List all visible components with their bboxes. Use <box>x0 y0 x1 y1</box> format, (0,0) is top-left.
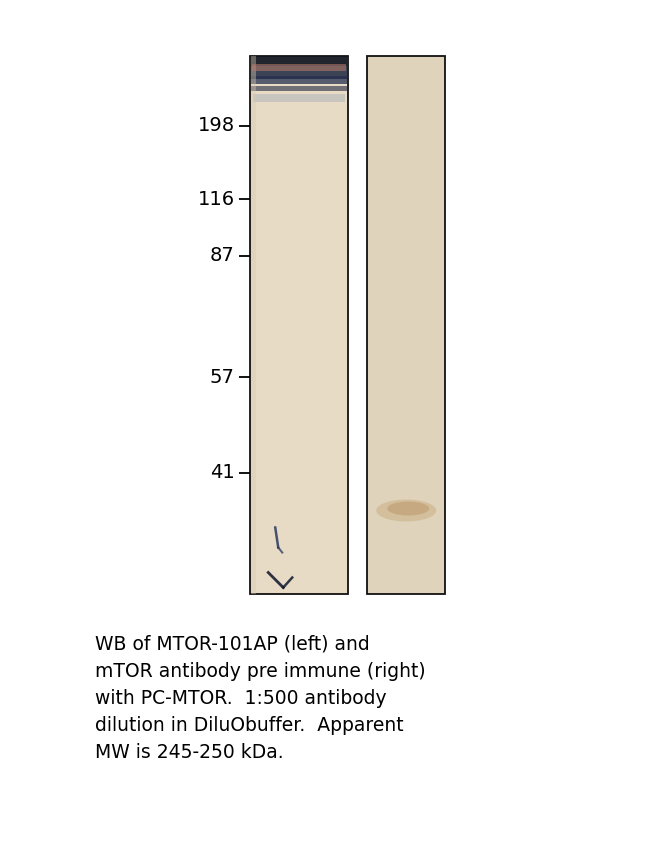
Text: MW is 245-250 kDa.: MW is 245-250 kDa. <box>95 743 283 762</box>
Bar <box>250 56 348 594</box>
Bar <box>254 95 344 102</box>
Text: dilution in DiluObuffer.  Apparent: dilution in DiluObuffer. Apparent <box>95 716 404 735</box>
Bar <box>252 87 346 91</box>
Bar <box>252 56 346 67</box>
Text: 41: 41 <box>210 463 235 482</box>
Text: with PC-MTOR.  1:500 antibody: with PC-MTOR. 1:500 antibody <box>95 689 387 708</box>
Text: 87: 87 <box>210 246 235 265</box>
Text: WB of MTOR-101AP (left) and: WB of MTOR-101AP (left) and <box>95 635 370 654</box>
Text: 198: 198 <box>198 116 235 135</box>
Bar <box>252 56 256 594</box>
Ellipse shape <box>376 499 436 522</box>
Bar <box>252 76 346 84</box>
Bar <box>367 56 445 594</box>
Text: mTOR antibody pre immune (right): mTOR antibody pre immune (right) <box>95 662 426 681</box>
Text: 116: 116 <box>198 190 235 209</box>
Bar <box>252 65 346 80</box>
Ellipse shape <box>387 501 429 516</box>
Bar <box>252 64 346 71</box>
Text: 57: 57 <box>210 368 235 387</box>
